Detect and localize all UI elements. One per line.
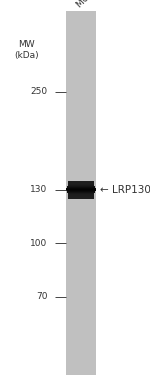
Text: ← LRP130: ← LRP130 bbox=[100, 185, 150, 195]
Text: 70: 70 bbox=[36, 292, 47, 301]
Text: 100: 100 bbox=[30, 239, 47, 248]
Bar bbox=[66, 11, 96, 375]
Text: 130: 130 bbox=[30, 185, 47, 194]
Text: MW
(kDa): MW (kDa) bbox=[14, 40, 39, 60]
Text: Mouse brain: Mouse brain bbox=[75, 0, 121, 10]
Text: 250: 250 bbox=[30, 87, 47, 97]
